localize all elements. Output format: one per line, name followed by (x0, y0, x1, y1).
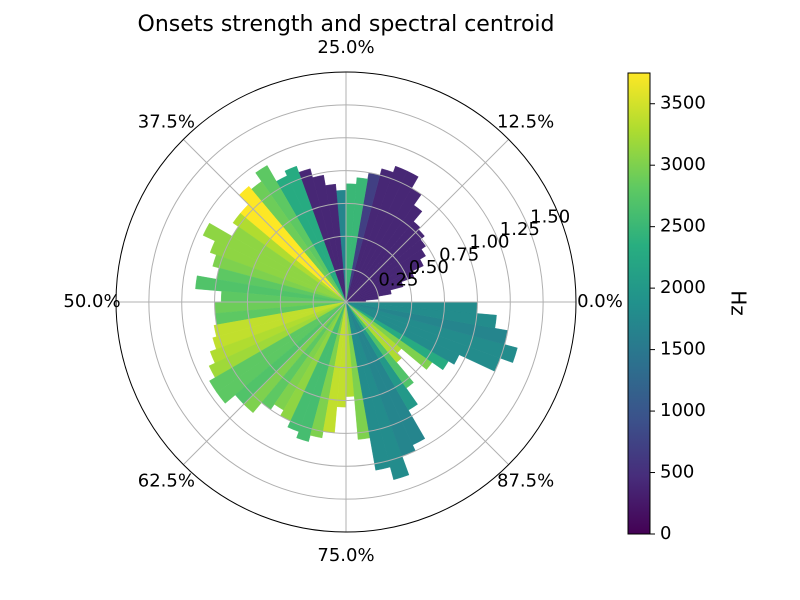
angular-gridline (183, 301, 347, 465)
angular-gridline (345, 301, 509, 465)
angular-tick-label: 75.0% (317, 545, 374, 566)
angular-tick-label: 25.0% (317, 37, 374, 58)
polar-bar (345, 301, 410, 480)
angular-gridline (345, 139, 509, 303)
colorbar-gradient (627, 72, 651, 535)
radial-tick-label: 1.50 (530, 207, 570, 228)
chart-title: Onsets strength and spectral centroid (137, 12, 555, 37)
radial-tick-labels: 0.250.500.751.001.251.50 (378, 207, 570, 291)
angular-tick-labels: 0.0% 12.5% 25.0% 37.5% 50.0% 62.5% 75.0% 87.5% (63, 37, 622, 566)
radial-tick-label: 1.25 (500, 219, 540, 240)
polar-bar (345, 301, 497, 329)
polar-bar (345, 301, 426, 446)
radial-tick-label: 1.00 (469, 232, 509, 253)
angular-tick-label: 0.0% (577, 291, 623, 312)
colorbar-tick-label: 3000 (660, 154, 706, 175)
angular-tick-label: 37.5% (138, 111, 195, 132)
angular-tick-label: 62.5% (138, 471, 195, 492)
polar-bar (232, 213, 347, 303)
radial-tick-label: 0.75 (439, 244, 479, 265)
colorbar-label: Hz (727, 290, 751, 316)
polar-bar (284, 165, 347, 303)
colorbar-tick-label: 2000 (660, 277, 706, 298)
colorbar-tick-label: 1000 (660, 400, 706, 421)
angular-tick-label: 12.5% (497, 111, 554, 132)
polar-bar (195, 275, 347, 303)
polar-bar (345, 165, 408, 303)
colorbar-tick-label: 3500 (660, 93, 706, 114)
angular-tick-label: 87.5% (497, 471, 554, 492)
polar-bar (255, 165, 347, 303)
radial-tick-label: 0.25 (378, 269, 418, 290)
polar-bar (345, 301, 518, 363)
radial-tick-label: 0.50 (409, 257, 449, 278)
colorbar-tick-label: 500 (660, 462, 694, 483)
polar-bar (345, 301, 414, 389)
colorbar-tick-label: 1500 (660, 339, 706, 360)
colorbar-ticks: 0 500 1000 1500 2000 2500 3000 3500 (650, 93, 706, 544)
angular-gridline (183, 139, 347, 303)
polar-bar (345, 168, 394, 303)
polar-bar (216, 301, 347, 404)
polar-grid (115, 71, 577, 533)
colorbar-tick-label: 2500 (660, 216, 706, 237)
polar-bar (310, 301, 347, 439)
polar-bar (202, 222, 347, 303)
colorbar (627, 72, 651, 535)
polar-bar (212, 254, 347, 303)
polar-bar (345, 177, 368, 303)
polar-bar (209, 240, 347, 303)
polar-bar (296, 301, 347, 442)
angular-tick-label: 50.0% (63, 291, 120, 312)
polar-spine (115, 71, 577, 533)
colorbar-tick-label: 0 (660, 523, 671, 544)
